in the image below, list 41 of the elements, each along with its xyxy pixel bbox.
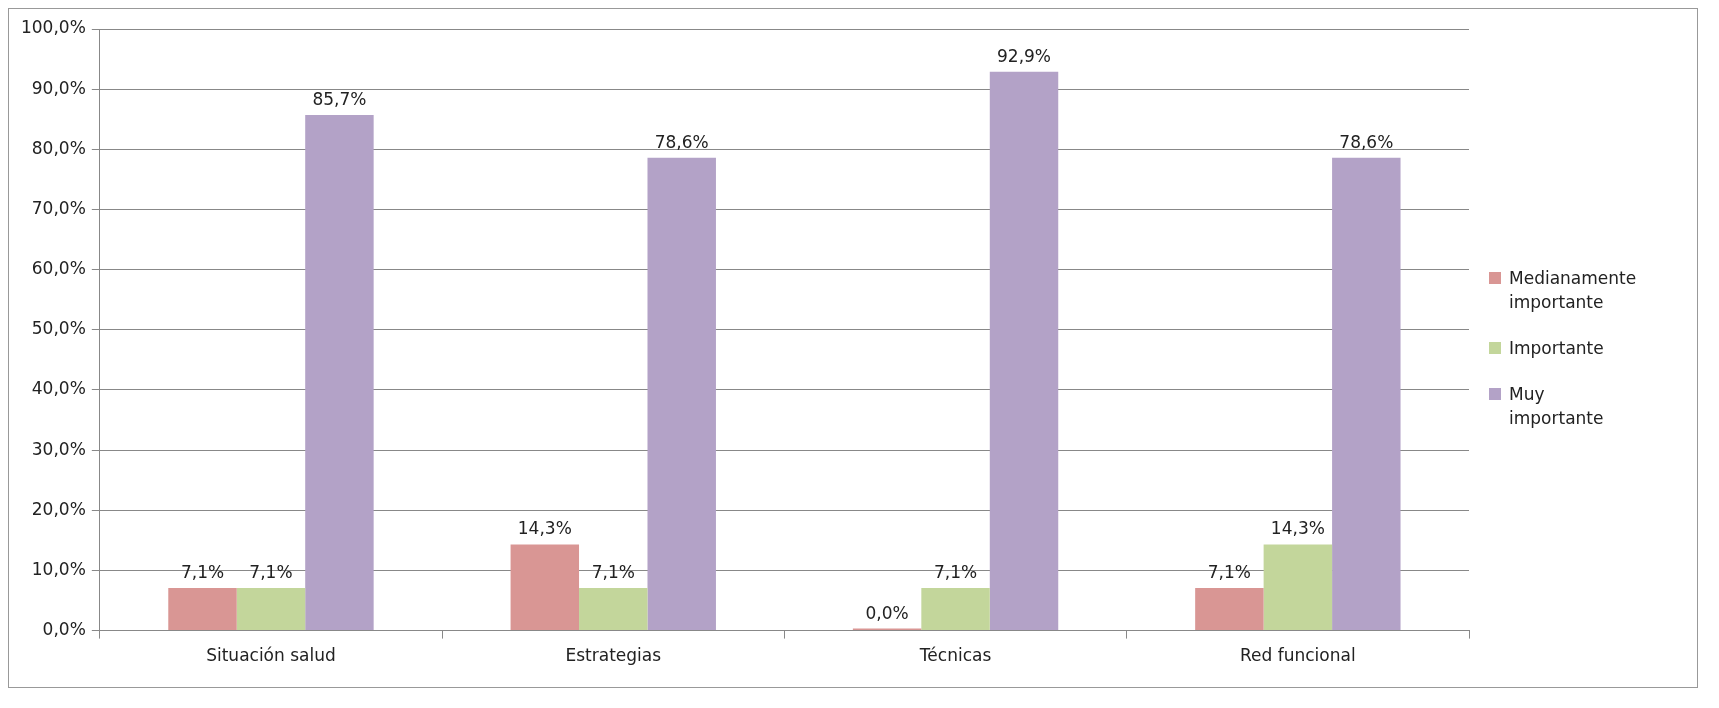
y-tick-label: 70,0% xyxy=(31,197,86,218)
data-label: 78,6% xyxy=(1339,131,1394,152)
legend-label: Importante xyxy=(1509,337,1605,360)
bar xyxy=(647,157,716,631)
bar xyxy=(236,587,306,631)
y-tick-label: 0,0% xyxy=(42,619,86,640)
x-tick-label: Técnicas xyxy=(918,645,992,666)
y-tick-label: 50,0% xyxy=(31,318,86,339)
y-tick-label: 80,0% xyxy=(31,137,86,158)
legend-label: Muy importante xyxy=(1509,383,1605,430)
data-label: 14,3% xyxy=(1270,518,1325,539)
y-tick-label: 10,0% xyxy=(31,558,86,579)
y-tick-label: 40,0% xyxy=(31,378,86,399)
bar xyxy=(1263,544,1333,631)
data-label: 7,1% xyxy=(591,561,635,582)
data-label: 85,7% xyxy=(312,88,367,109)
bar xyxy=(921,587,990,631)
y-tick-label: 20,0% xyxy=(31,498,86,519)
data-label: 7,1% xyxy=(249,561,293,582)
bar xyxy=(1332,157,1401,631)
bar xyxy=(579,587,648,631)
data-label: 78,6% xyxy=(654,131,709,152)
x-tick-label: Situación salud xyxy=(206,645,336,666)
x-tick-label: Estrategias xyxy=(565,645,662,666)
bar xyxy=(305,115,374,631)
legend-label: Medianamente importante xyxy=(1509,267,1638,314)
x-tick-label: Red funcional xyxy=(1240,645,1356,666)
data-label: 7,1% xyxy=(1207,561,1251,582)
bar xyxy=(1195,587,1264,631)
data-label: 92,9% xyxy=(997,45,1052,66)
data-label: 14,3% xyxy=(517,518,572,539)
data-label: 7,1% xyxy=(180,561,225,582)
y-tick-label: 30,0% xyxy=(31,438,86,459)
y-tick-label: 100,0% xyxy=(20,17,86,38)
y-tick-label: 90,0% xyxy=(31,77,86,98)
y-tick-label: 60,0% xyxy=(31,258,86,279)
bar xyxy=(510,544,580,631)
data-label: 7,1% xyxy=(933,561,978,582)
bar xyxy=(989,71,1059,631)
bar xyxy=(168,587,237,631)
data-label: 0,0% xyxy=(865,602,909,623)
